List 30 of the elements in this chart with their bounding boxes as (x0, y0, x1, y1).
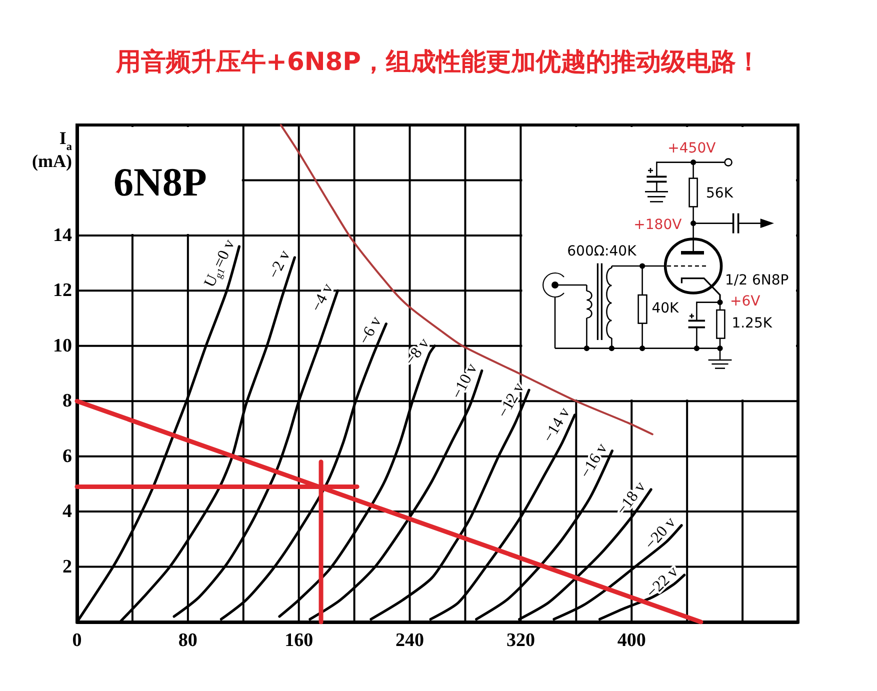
y-tick-label: 8 (62, 390, 72, 412)
y-tick-label: 14 (53, 224, 72, 246)
annotation: +180V (634, 217, 682, 233)
x-tick-label: 80 (178, 630, 198, 651)
annotation: 6N8P (114, 160, 207, 205)
annotation: 56K (706, 185, 734, 202)
text: −22 v (642, 563, 682, 602)
annotation: +450V (668, 140, 716, 156)
text: −14 v (540, 404, 574, 446)
annotation: 40K (652, 300, 680, 316)
annotation: 1.25K (732, 315, 773, 332)
text: −20 v (642, 514, 679, 553)
x-tick-label: 320 (506, 630, 535, 651)
text: −16 v (576, 440, 610, 481)
y-axis-title: I$_{a}$ (mA) (32, 128, 72, 171)
annotation: +6V (730, 294, 761, 310)
text: −6 v (355, 314, 385, 348)
annotation: 600Ω:40K (567, 244, 638, 260)
x-tick-label: 160 (284, 630, 314, 651)
chart-title: 用音频升压牛+6N8P，组成性能更加优越的推动级电路！ (115, 47, 761, 76)
x-tick-label: 0 (72, 630, 82, 651)
y-tick-label: 12 (53, 280, 72, 302)
x-tick-label: 400 (617, 630, 646, 651)
y-tick-label: 2 (62, 556, 72, 578)
x-tick-label: 240 (396, 630, 424, 651)
y-tick-label: 10 (53, 335, 72, 356)
y-tick-label: 6 (62, 446, 72, 467)
y-tick-label: 4 (62, 501, 72, 522)
text: −2 v (265, 248, 294, 282)
annotation: 1/2 6N8P (725, 272, 789, 289)
